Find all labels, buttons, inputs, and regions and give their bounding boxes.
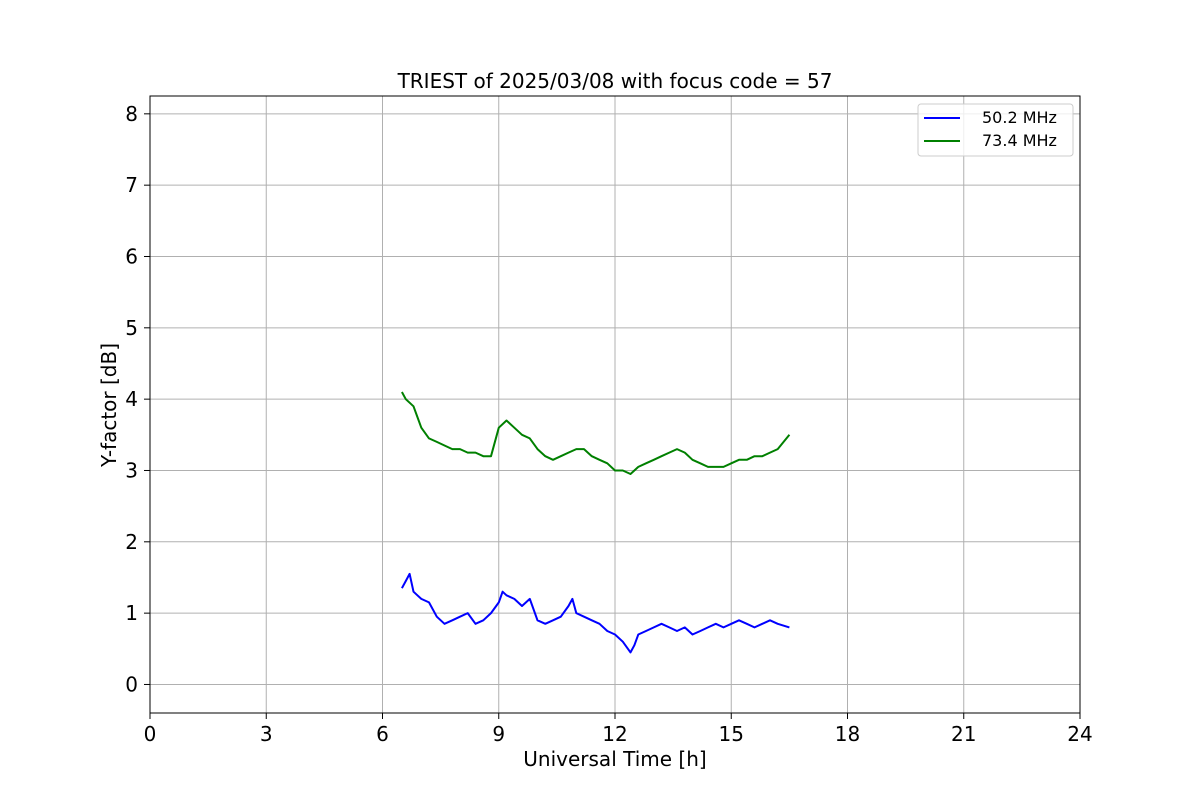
x-tick-label: 21: [951, 722, 976, 746]
x-tick-label: 0: [144, 722, 157, 746]
y-tick-label: 0: [125, 672, 138, 696]
grid-lines: [149, 96, 1081, 713]
x-tick-label: 15: [719, 722, 744, 746]
chart-title: TRIEST of 2025/03/08 with focus code = 5…: [397, 69, 833, 93]
y-tick-label: 7: [125, 173, 138, 197]
x-tick-label: 12: [602, 722, 627, 746]
legend-entry-73mhz: 73.4 MHz: [982, 131, 1057, 150]
y-tick-label: 8: [125, 102, 138, 126]
legend-entry-50mhz: 50.2 MHz: [982, 108, 1057, 127]
y-tick-label: 2: [125, 530, 138, 554]
y-tick-label: 6: [125, 244, 138, 268]
legend: 50.2 MHz 73.4 MHz: [917, 103, 1074, 157]
series-lines: [401, 391, 791, 654]
y-tick-label: 5: [125, 316, 138, 340]
x-axis-label: Universal Time [h]: [523, 747, 706, 771]
x-tick-label: 6: [376, 722, 389, 746]
series-line-1: [401, 391, 791, 475]
series-line-0: [401, 572, 790, 654]
x-tick-label: 24: [1067, 722, 1092, 746]
x-tick-label: 3: [260, 722, 273, 746]
y-tick-label: 4: [125, 387, 138, 411]
y-axis-label: Y-factor [dB]: [97, 343, 121, 468]
y-tick-label: 3: [125, 458, 138, 482]
x-tick-label: 18: [835, 722, 860, 746]
x-tick-label: 9: [492, 722, 505, 746]
y-tick-label: 1: [125, 601, 138, 625]
